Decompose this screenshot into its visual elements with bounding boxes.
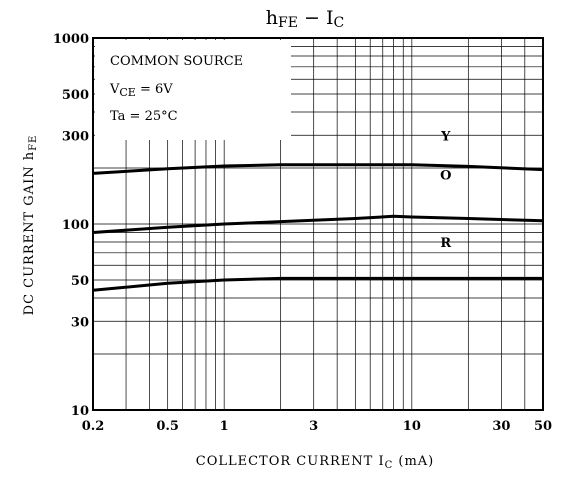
series-line-o [92, 214, 544, 234]
y-tick-label: 500 [62, 88, 89, 103]
y-tick-label: 300 [62, 129, 89, 144]
x-axis-title-text: COLLECTOR CURRENT I [196, 454, 385, 469]
y-tick-label: 30 [71, 315, 89, 330]
conditions-line3: Ta = 25°C [110, 109, 178, 124]
series-labels: Y O R [440, 129, 451, 251]
x-axis-title-unit: (mA) [393, 454, 434, 469]
x-axis-title: COLLECTOR CURRENT IC (mA) [196, 454, 435, 471]
x-tick-labels: 0.2 0.5 1 3 10 30 50 [82, 419, 552, 434]
y-tick-labels: 10 30 50 100 300 500 1000 [53, 32, 89, 419]
title-sep: − [298, 7, 326, 29]
conditions-box: COMMON SOURCE VCE = 6V Ta = 25°C [95, 40, 291, 140]
conditions-vce: V [109, 82, 120, 97]
x-tick-label: 50 [534, 419, 552, 434]
series-label-o: O [440, 168, 451, 183]
chart-title: hFE − IC [266, 7, 344, 31]
y-axis-title-text: DC CURRENT GAIN h [22, 151, 37, 315]
series-label-y: Y [440, 129, 451, 144]
series-line-r [92, 276, 543, 292]
y-tick-label: 50 [71, 274, 89, 289]
conditions-vce-sub: CE [119, 86, 135, 99]
title-main: h [266, 7, 278, 29]
conditions-line2: VCE = 6V [109, 82, 173, 99]
plot-frame [92, 37, 544, 411]
title-main-sub: FE [278, 15, 298, 31]
y-tick-label: 100 [62, 218, 89, 233]
x-axis-title-sub: C [385, 460, 394, 471]
x-tick-label: 1 [220, 419, 229, 434]
conditions-vce-value: = 6V [136, 82, 173, 97]
curves [92, 163, 544, 292]
y-tick-label: 10 [71, 404, 89, 419]
y-axis-title: DC CURRENT GAIN hFE [22, 135, 39, 316]
x-tick-label: 30 [492, 419, 510, 434]
x-tick-label: 10 [403, 419, 421, 434]
series-label-r: R [440, 236, 451, 251]
series-line-y [92, 163, 544, 175]
x-tick-label: 0.2 [82, 419, 105, 434]
y-axis-title-sub: FE [28, 135, 39, 151]
y-tick-label: 1000 [53, 32, 89, 47]
title-var-sub: C [333, 15, 344, 31]
x-tick-label: 3 [309, 419, 318, 434]
x-tick-label: 0.5 [156, 419, 179, 434]
conditions-line1: COMMON SOURCE [110, 54, 243, 69]
title-var: I [326, 7, 334, 29]
